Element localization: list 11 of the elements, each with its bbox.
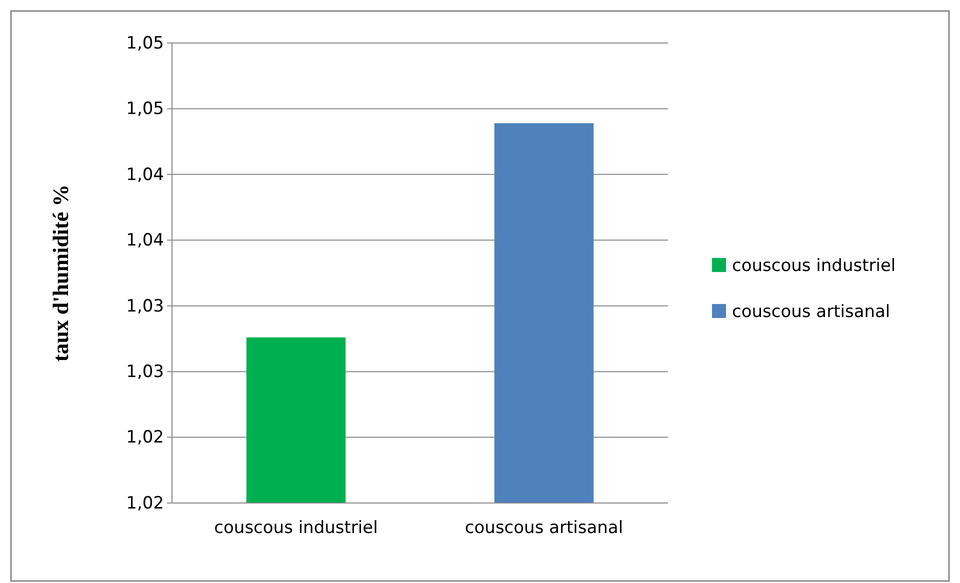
y-tick-label: 1,03 — [126, 296, 164, 316]
legend-label: couscous industriel — [732, 256, 896, 276]
y-axis-title: taux d'humidité % — [48, 184, 73, 362]
y-tick-label: 1,02 — [126, 493, 164, 514]
y-tick-label: 1,02 — [126, 428, 164, 448]
y-tick-label: 1,04 — [126, 164, 164, 185]
y-tick-label: 1,05 — [126, 33, 164, 54]
y-tick-label: 1,03 — [126, 362, 164, 382]
y-tick-label: 1,05 — [126, 99, 164, 120]
y-tick-label: 1,04 — [126, 230, 164, 251]
legend-label: couscous artisanal — [732, 302, 890, 322]
